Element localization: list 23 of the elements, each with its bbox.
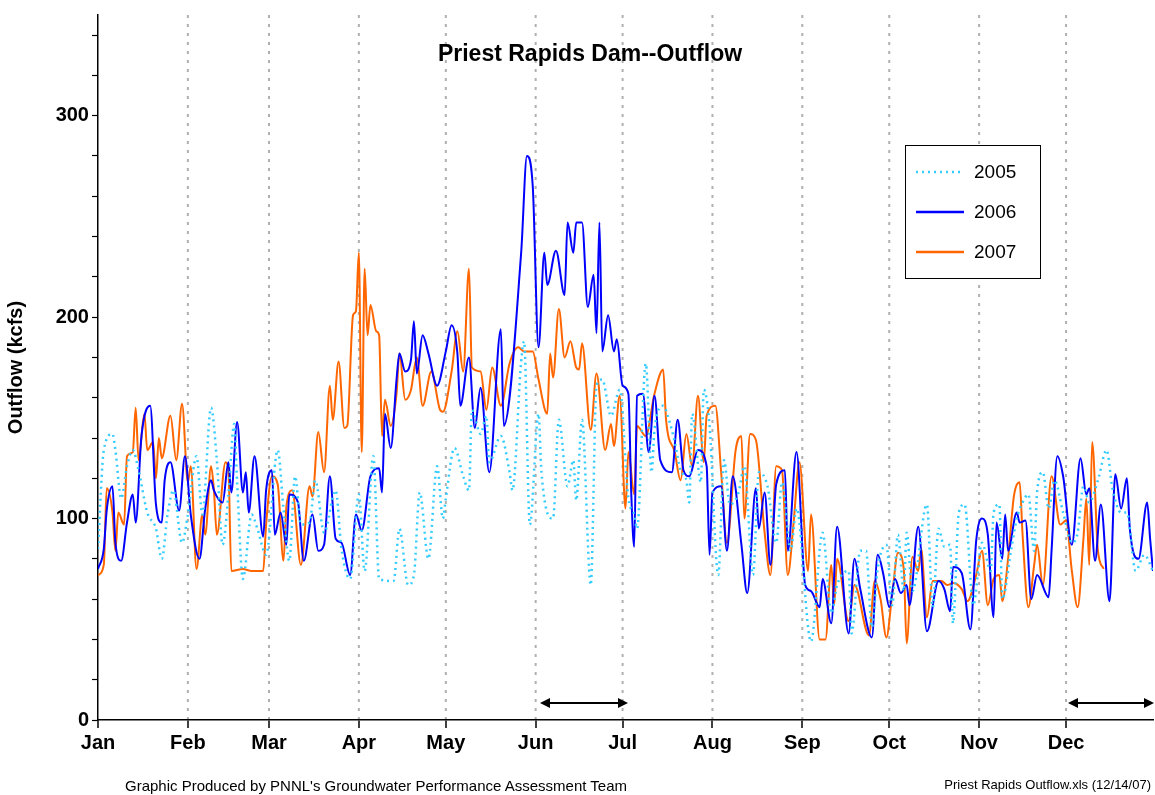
x-tick-label: Nov xyxy=(960,730,999,753)
x-tick-label: Feb xyxy=(170,730,206,753)
legend-label: 2005 xyxy=(974,161,1017,183)
x-tick-label: Jan xyxy=(80,730,116,753)
text: Priest Rapids Outflow.xls (12/14/07) xyxy=(944,777,1151,792)
x-tick-label: Aug xyxy=(693,730,732,753)
y-tick-label: 300 xyxy=(55,103,89,126)
y-tick-label: 200 xyxy=(55,304,89,327)
x-tick-label: Mar xyxy=(251,730,287,753)
legend-label: 2007 xyxy=(974,241,1017,263)
text: Priest Rapids Dam--Outflow xyxy=(436,40,744,67)
x-tick-label: Jul xyxy=(608,730,638,753)
x-tick-label: Jun xyxy=(517,730,554,753)
x-tick-label: Oct xyxy=(872,730,907,753)
text: Graphic Produced by PNNL's Groundwater Performance Assessment Team xyxy=(125,777,627,794)
x-tick-label: Dec xyxy=(1047,730,1085,753)
y-axis-title: Outflow (kcfs) xyxy=(3,300,26,435)
legend-label: 2006 xyxy=(974,201,1017,223)
x-tick-label: Apr xyxy=(341,730,377,753)
x-tick-label: May xyxy=(426,730,467,753)
y-tick-label: 0 xyxy=(77,707,89,730)
x-tick-label: Sep xyxy=(783,730,821,753)
y-tick-label: 100 xyxy=(55,506,89,529)
